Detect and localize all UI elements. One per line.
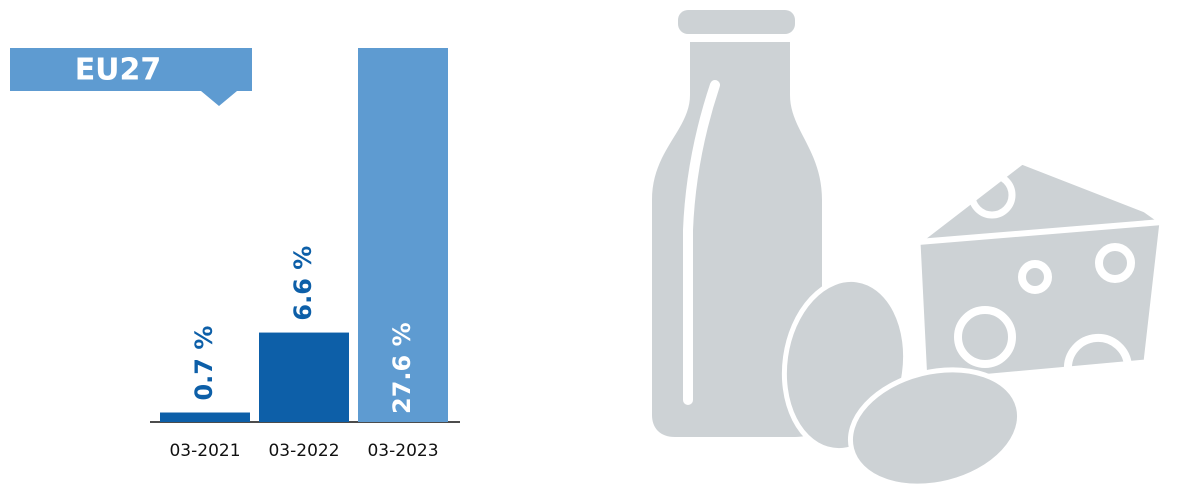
value-label: 6.6 % — [289, 246, 317, 321]
bars: 0.7 % 03-2021 6.6 % 03-2022 27.6 % 03-2023 — [160, 48, 448, 461]
cheese-edge — [917, 219, 1163, 245]
bar — [259, 332, 349, 422]
bottle-highlight — [683, 80, 720, 405]
cheese-hole — [968, 171, 1016, 219]
bar — [358, 48, 448, 422]
value-label: 27.6 % — [388, 322, 416, 414]
cheese-hole — [1063, 333, 1132, 371]
bottle-cap — [678, 10, 795, 34]
banner-shape — [10, 48, 252, 106]
title-banner: EU27 — [10, 48, 252, 106]
x-tick-label: 03-2023 — [367, 441, 438, 461]
chart-title: EU27 — [75, 53, 162, 88]
cheese-hole — [1095, 243, 1135, 283]
cheese-hole — [954, 306, 1016, 368]
egg — [847, 367, 1023, 488]
value-label: 0.7 % — [190, 326, 218, 401]
x-tick-label: 03-2022 — [268, 441, 339, 461]
x-tick-label: 03-2021 — [169, 441, 240, 461]
dairy-illustration — [652, 10, 1165, 488]
cheese-hole — [1018, 260, 1052, 294]
bar — [160, 412, 250, 422]
